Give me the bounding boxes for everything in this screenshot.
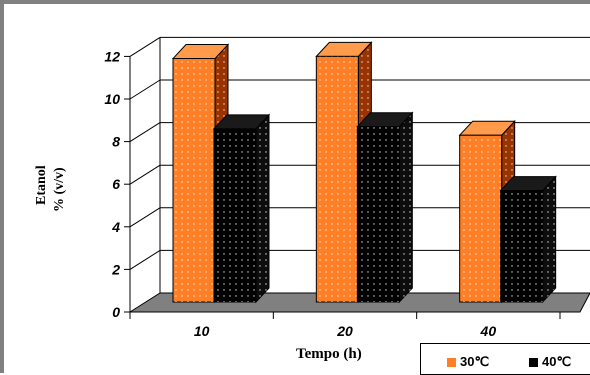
legend-item-series1: 40℃ <box>529 354 571 370</box>
bar-front-texture <box>459 135 502 302</box>
legend: 30℃ 40℃ <box>420 343 590 375</box>
gridline-side <box>129 207 161 228</box>
y-tick-label: 0 <box>112 304 120 320</box>
gridline-side <box>129 79 161 100</box>
chart-frame-top <box>0 0 590 4</box>
gridline-side <box>129 122 161 143</box>
legend-swatch-series0 <box>447 357 456 367</box>
y-tick-label: 8 <box>112 134 120 150</box>
legend-label-series0: 30℃ <box>460 354 490 369</box>
bar-front-texture <box>500 190 543 302</box>
y-tick-label: 6 <box>112 176 120 192</box>
legend-item-series0: 30℃ <box>447 354 489 370</box>
y-axis-label-line1: Etanol <box>34 165 49 205</box>
gridline-side <box>129 249 161 270</box>
y-axis-label-line2: % (v/v) <box>52 167 67 212</box>
x-tick-label: 10 <box>194 323 210 339</box>
bar-series1-cat10 <box>212 113 271 304</box>
bars-layer <box>171 41 557 304</box>
chart-frame-left <box>0 0 4 373</box>
bar-side-texture <box>256 114 269 302</box>
bar-front-texture <box>173 58 215 302</box>
legend-swatch-series1 <box>529 357 538 367</box>
x-tick-label: 40 <box>480 323 497 339</box>
legend-label-series1: 40℃ <box>542 354 572 369</box>
y-tick-label: 10 <box>104 91 120 107</box>
bar-side-texture <box>399 112 413 302</box>
y-tick-label: 4 <box>111 219 120 235</box>
bar-front-texture <box>214 128 256 302</box>
x-tick-label: 20 <box>336 323 353 339</box>
bar-series1-cat20 <box>356 111 414 304</box>
gridline-side <box>129 36 161 57</box>
bar-series1-cat40 <box>499 175 557 304</box>
axes-layer: 0 2 4 6 8 10 12 10 20 40 <box>104 48 561 339</box>
bar-side-texture <box>542 176 556 302</box>
y-tick-label: 12 <box>104 48 120 64</box>
x-axis-label: Tempo (h) <box>296 346 362 362</box>
bar-front-texture <box>316 56 359 303</box>
bar-front-texture <box>357 126 400 302</box>
gridline-side <box>129 164 161 185</box>
y-tick-label: 2 <box>111 261 120 277</box>
